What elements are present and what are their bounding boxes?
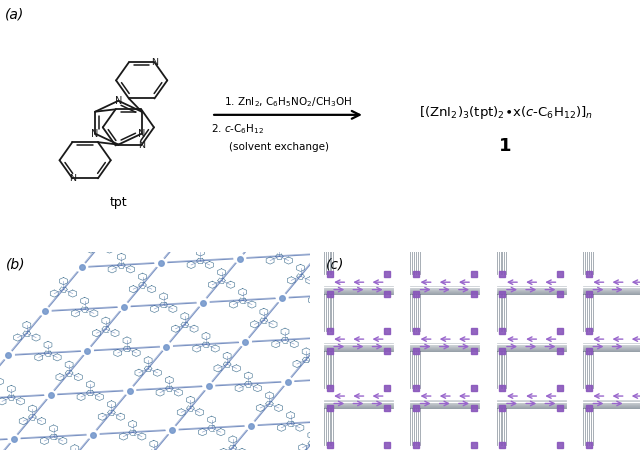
FancyBboxPatch shape [589,180,640,217]
FancyBboxPatch shape [416,294,474,331]
Text: [(ZnI$_2$)$_3$(tpt)$_2$$\bullet$x($\it{c}$-C$_6$H$_{12}$)]$_n$: [(ZnI$_2$)$_3$(tpt)$_2$$\bullet$x($\it{c… [419,104,593,121]
FancyBboxPatch shape [330,408,387,445]
Text: 1. ZnI$_2$, C$_6$H$_5$NO$_2$/CH$_3$OH: 1. ZnI$_2$, C$_6$H$_5$NO$_2$/CH$_3$OH [224,95,352,108]
Text: N: N [115,96,122,106]
FancyBboxPatch shape [330,351,387,388]
FancyBboxPatch shape [502,237,560,274]
FancyBboxPatch shape [502,294,560,331]
Text: (c): (c) [326,258,345,272]
Text: tpt: tpt [109,196,127,209]
FancyBboxPatch shape [330,180,387,217]
FancyBboxPatch shape [589,294,640,331]
Text: (a): (a) [5,8,24,22]
Text: 2. $\it{c}$-C$_6$H$_{12}$: 2. $\it{c}$-C$_6$H$_{12}$ [211,123,264,136]
Text: (solvent exchange): (solvent exchange) [229,142,329,152]
FancyBboxPatch shape [416,237,474,274]
FancyBboxPatch shape [330,294,387,331]
FancyBboxPatch shape [502,408,560,445]
Text: N: N [138,129,145,139]
Text: N: N [138,141,145,150]
Text: N: N [151,58,158,67]
FancyBboxPatch shape [502,351,560,388]
Text: 1: 1 [499,137,512,155]
Text: N: N [92,129,99,139]
FancyBboxPatch shape [416,180,474,217]
FancyBboxPatch shape [589,408,640,445]
FancyBboxPatch shape [589,351,640,388]
FancyBboxPatch shape [589,237,640,274]
FancyBboxPatch shape [330,237,387,274]
FancyBboxPatch shape [416,351,474,388]
FancyBboxPatch shape [416,408,474,445]
FancyBboxPatch shape [502,180,560,217]
Text: (b): (b) [6,258,26,272]
Text: N: N [69,174,76,183]
